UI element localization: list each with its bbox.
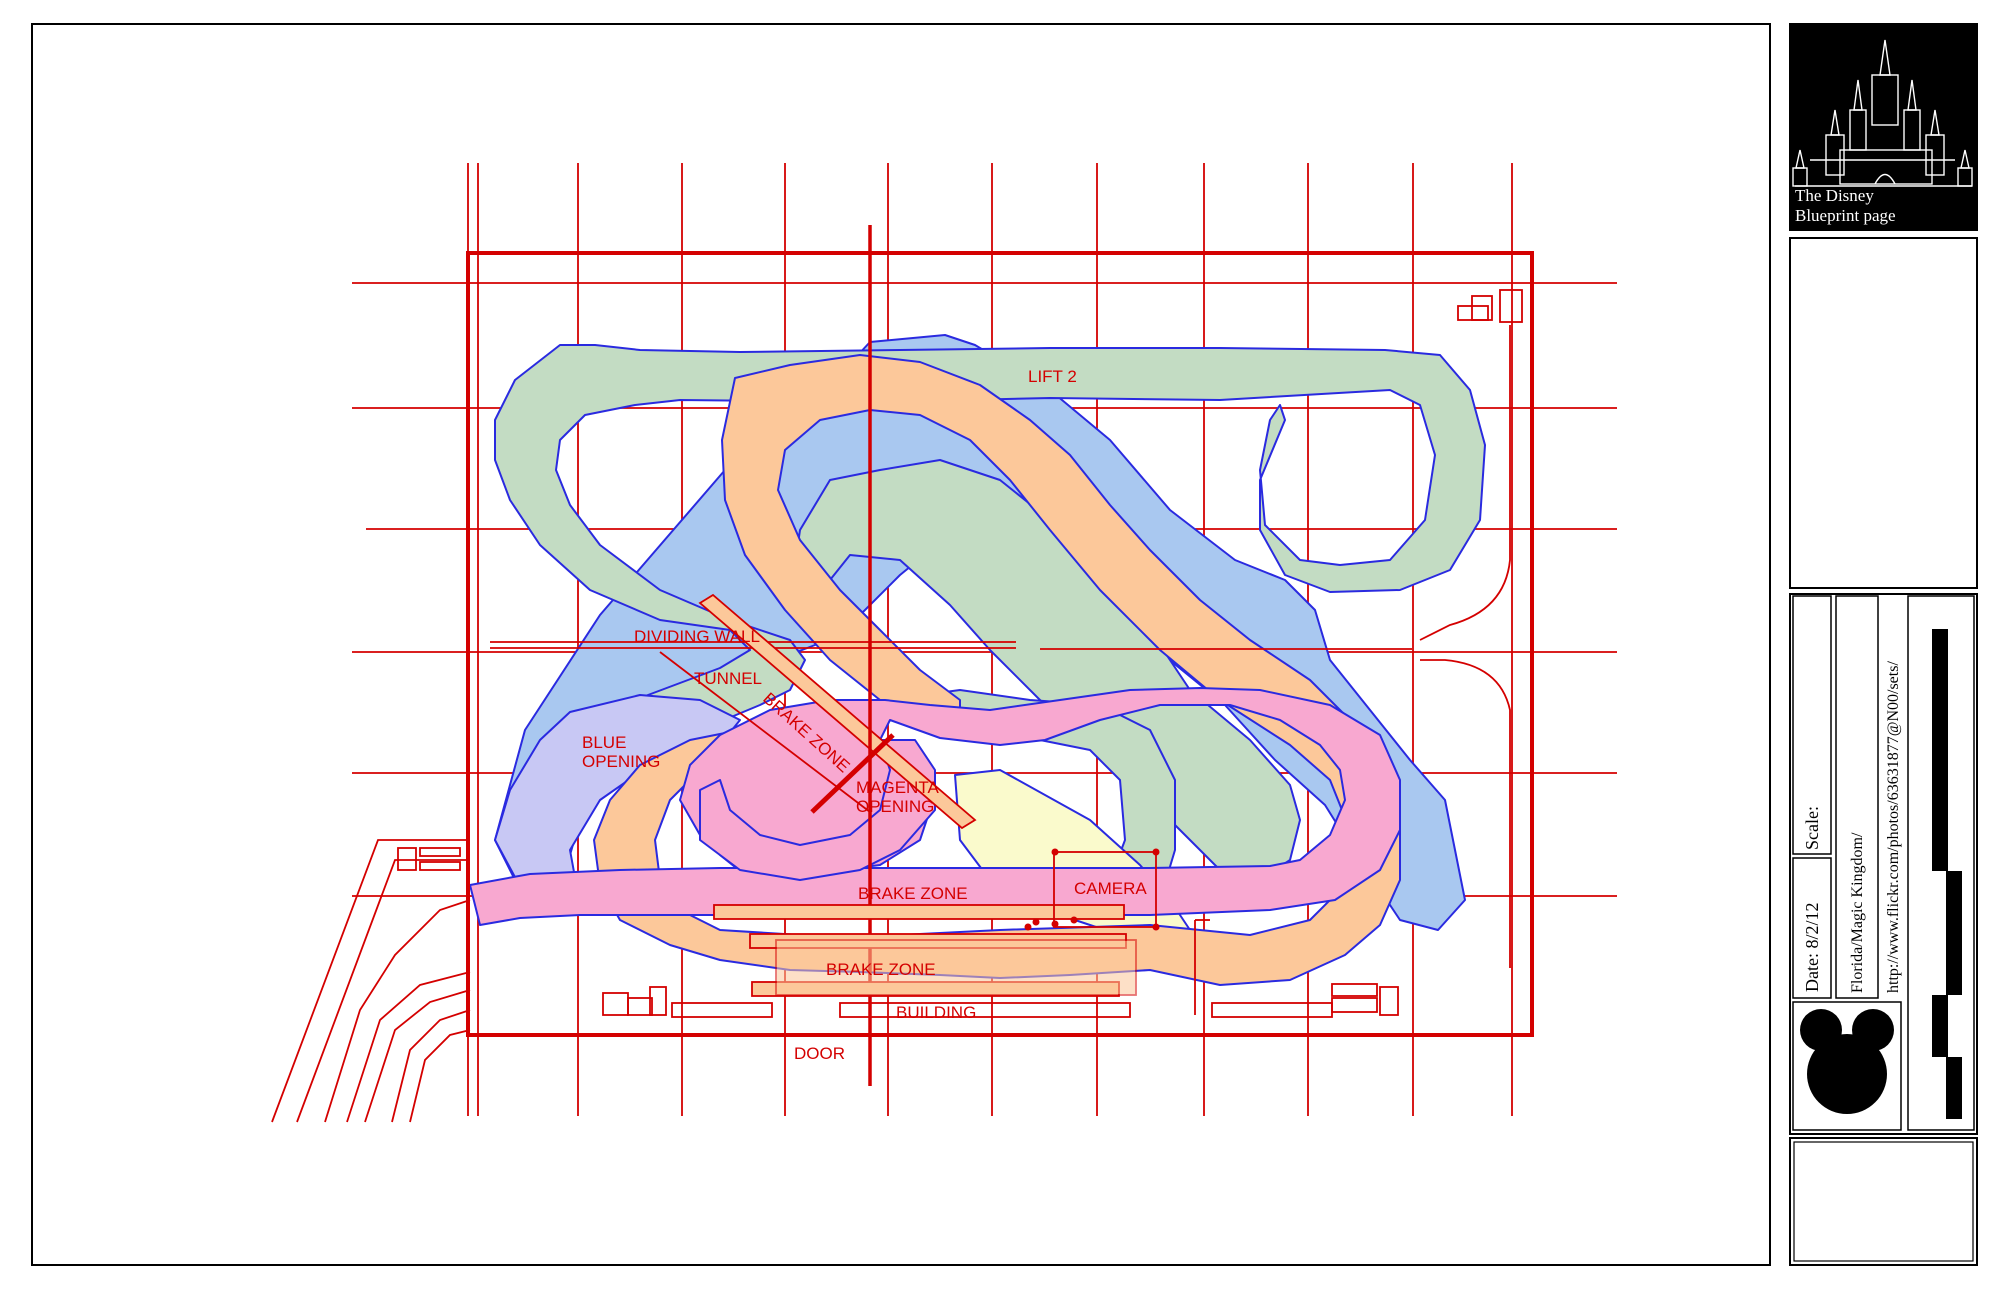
label-building: BUILDING <box>896 1003 976 1022</box>
castle-icon <box>1792 39 1973 187</box>
bottom-box <box>1789 1137 1978 1266</box>
location-label: Florida/Magic Kingdom/ <box>1849 832 1866 993</box>
label-magenta-opening-2: OPENING <box>856 797 934 816</box>
url-cell <box>1907 595 1975 1131</box>
notes-box <box>1789 237 1978 589</box>
label-camera: CAMERA <box>1074 879 1147 898</box>
location-cell <box>1835 595 1879 999</box>
label-dividing-wall: DIVIDING WALL <box>634 627 760 646</box>
label-brake-zone-top: BRAKE ZONE <box>858 884 968 903</box>
label-tunnel: TUNNEL <box>694 669 762 688</box>
scale-bar-icon <box>1932 629 1962 1119</box>
label-blue-opening-2: OPENING <box>582 752 660 771</box>
label-door: DOOR <box>794 1044 845 1063</box>
label-lift-2: LIFT 2 <box>1028 367 1077 386</box>
scale-label: Scale: <box>1802 806 1822 850</box>
title-block: The Disney Blueprint page Scale: Date: 8… <box>1789 23 1978 1266</box>
label-brake-zone-bottom: BRAKE ZONE <box>826 960 936 979</box>
date-cell <box>1792 857 1832 999</box>
mickey-ears-icon <box>1800 1009 1894 1114</box>
building-outline <box>466 251 1534 1037</box>
logo-line-1: The Disney <box>1795 186 1874 205</box>
structures <box>271 225 1534 1123</box>
logo-line-2: Blueprint page <box>1795 206 1896 225</box>
label-blue-opening-1: BLUE <box>582 733 626 752</box>
mickey-cell <box>1792 1001 1902 1131</box>
camera-box <box>1053 851 1157 928</box>
magenta-opening-bar <box>810 733 895 814</box>
date-label: Date: 8/2/12 <box>1802 903 1822 992</box>
logo-box <box>1789 23 1978 231</box>
brake-bar-1 <box>713 904 1125 920</box>
scale-cell <box>1792 595 1832 855</box>
brake-box <box>775 939 1137 996</box>
url-label: http://www.flickr.com/photos/63631877@N0… <box>1885 661 1902 993</box>
drawing-frame <box>31 23 1771 1266</box>
label-magenta-opening-1: MAGENTA <box>856 778 939 797</box>
